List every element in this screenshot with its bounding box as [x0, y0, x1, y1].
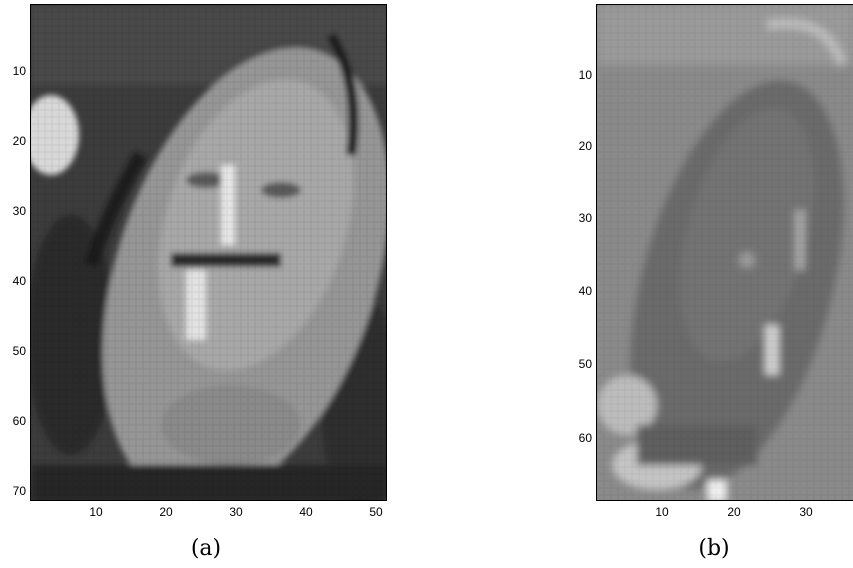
ytick-label: 30 [578, 211, 592, 225]
xtick-label: 20 [727, 505, 741, 519]
ytick-label: 50 [12, 344, 26, 358]
image-plot-b [596, 4, 853, 501]
image-plot-a [30, 4, 387, 501]
xtick-label: 10 [655, 505, 669, 519]
ytick-label: 10 [578, 68, 592, 82]
ytick-label: 20 [578, 139, 592, 153]
ytick-label: 50 [578, 357, 592, 371]
xtick-label: 50 [369, 505, 383, 519]
grayscale-residual-image-b [597, 5, 853, 500]
ytick-label: 60 [12, 414, 26, 428]
ytick-label: 40 [12, 274, 26, 288]
xtick-label: 40 [299, 505, 313, 519]
grayscale-face-image-a [31, 5, 386, 500]
ytick-label: 40 [578, 284, 592, 298]
ytick-label: 20 [12, 134, 26, 148]
xtick-label: 30 [799, 505, 813, 519]
caption-b: (b) [698, 536, 730, 561]
xtick-label: 20 [159, 505, 173, 519]
xtick-label: 30 [229, 505, 243, 519]
ytick-label: 10 [12, 64, 26, 78]
ytick-label: 60 [578, 431, 592, 445]
ytick-label: 30 [12, 204, 26, 218]
ytick-label: 70 [12, 484, 26, 498]
xtick-label: 10 [89, 505, 103, 519]
caption-a: (a) [190, 536, 222, 561]
